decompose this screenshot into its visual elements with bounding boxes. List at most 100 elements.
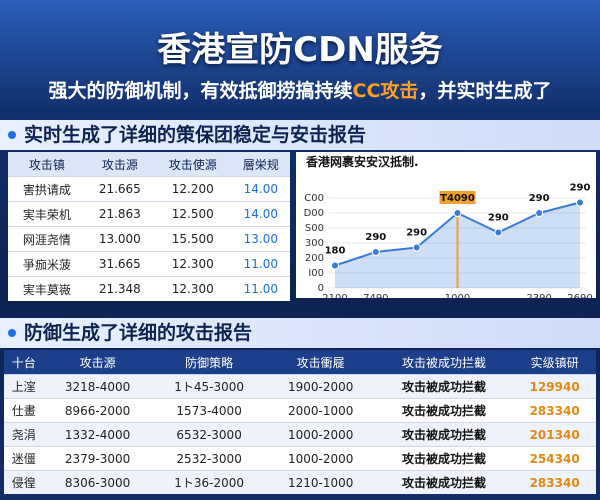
table-cell: 21.348 [85, 276, 154, 301]
subtitle-text: 强大的防御机制，有效抵御捞搞持续 [48, 80, 353, 102]
x-tick-label: 2390 [526, 293, 551, 298]
header-cell: 攻击源 [85, 152, 154, 177]
value-label: 180 [325, 246, 346, 257]
table-cell: 12.200 [153, 176, 232, 202]
table-cell: 実丰荣机 [8, 201, 86, 227]
table-cell: 攻击被成功拦截 [374, 422, 514, 447]
table-cell: 13.00 [231, 226, 290, 252]
table-cell: 21.863 [85, 201, 154, 227]
attack-table: 十台 攻击源 防御策略 攻击衝屣 攻击被成功拦截 实级镇研 上漥 3218-4000 1ト45-… [4, 350, 596, 494]
table-row: 害拱请成 21.665 12.200 14.00 [8, 176, 290, 202]
table-cell: 爭痂米菠 [8, 251, 86, 277]
table-cell: 仕畫 [4, 398, 44, 423]
header-cell: 攻击被成功拦截 [374, 350, 514, 375]
point [453, 209, 462, 217]
header-cell: 攻击源 [43, 350, 152, 375]
value-label: 290 [406, 228, 427, 239]
subtitle-highlight: CC攻击 [352, 80, 419, 102]
table-cell: 侵徨 [4, 470, 44, 494]
table-row: 侵徨 8306-3000 1ト36-2000 1210-1000 攻击被成功拦截 2833… [4, 470, 596, 494]
page-title: 香港宣防CDN服务 [157, 30, 443, 70]
chart-title: 香港网裹安安汉抵制. [305, 154, 419, 169]
table-row: 爭痂米菠 31.665 12.300 11.00 [8, 251, 290, 277]
table-cell: 上漥 [4, 374, 44, 399]
table-cell: 8966-2000 [43, 398, 152, 423]
table-cell: 21.665 [85, 176, 154, 202]
header-cell: 層栄规 [231, 152, 290, 177]
subtitle-text: ，并实时生成了 [418, 80, 552, 102]
table-cell: 3218-4000 [43, 374, 152, 399]
header-row: 攻击镇 攻击源 攻击使源 層栄规 [8, 152, 290, 177]
value-label: 290 [570, 183, 591, 194]
header-cell: 防御策略 [151, 350, 267, 375]
value-label: T4090 [440, 193, 475, 204]
table-cell: 2379-3000 [43, 446, 152, 471]
table-cell: 攻击被成功拦截 [374, 470, 514, 494]
table-cell: 12.300 [153, 251, 232, 277]
table-cell: 254340 [513, 446, 596, 471]
table-row: 迷僵 2379-3000 2532-3000 1000-2000 攻击被成功拦截 2543… [4, 446, 596, 471]
point [371, 248, 380, 256]
table-row: 尧涓 1332-4000 6532-3000 1000-2000 攻击被成功拦截 2013… [4, 422, 596, 447]
table-cell: 网涯尧情 [8, 226, 86, 252]
table-cell: 1332-4000 [43, 422, 152, 447]
table-cell: 12.500 [153, 201, 232, 227]
table-cell: 2532-3000 [151, 446, 267, 471]
table-cell: 11.00 [231, 276, 290, 301]
point [412, 243, 421, 252]
table-row: 実丰荣机 21.863 12.500 14.00 [8, 201, 290, 227]
section-title: 防御生成了详细的攻击报告 [0, 318, 600, 348]
y-tick-label: D00 [304, 208, 324, 219]
y-tick-label: S00 [305, 223, 324, 234]
value-label: 290 [488, 213, 509, 224]
table-row: 上漥 3218-4000 1ト45-3000 1900-2000 攻击被成功拦截 1299… [4, 374, 596, 399]
table-cell: 攻击被成功拦截 [374, 446, 514, 471]
header-cell: 攻击镇 [8, 152, 86, 177]
table-cell: 14.00 [231, 201, 290, 227]
header-cell: 攻击衝屣 [266, 350, 375, 375]
table-cell: 尧涓 [4, 422, 44, 447]
y-tick-label: 0 [318, 283, 324, 294]
x-tick-label: 7490 [363, 293, 388, 298]
table-row: 仕畫 8966-2000 1573-4000 2000-1000 攻击被成功拦截 2833… [4, 398, 596, 423]
table-cell: 1ト36-2000 [151, 470, 267, 494]
table-cell: 283340 [513, 398, 596, 423]
value-label: 290 [365, 232, 386, 243]
subtitle: 强大的防御机制，有效抵御捞搞持续CC攻击，并实时生成了 [0, 76, 600, 103]
label-box [439, 191, 476, 204]
table-cell: 1210-1000 [266, 470, 375, 494]
table-cell: 1000-2000 [266, 446, 375, 471]
table-cell: 129940 [513, 374, 596, 399]
table-cell: 実丰莫嶶 [8, 276, 86, 301]
table-cell: 害拱请成 [8, 176, 86, 202]
table-cell: 1900-2000 [266, 374, 375, 399]
point [494, 228, 503, 237]
table-cell: 迷僵 [4, 446, 44, 471]
table-cell: 31.665 [85, 251, 154, 277]
table-cell: 13.000 [85, 226, 154, 252]
table-cell: 201340 [513, 422, 596, 447]
point [331, 261, 339, 270]
y-tick-label: C00 [304, 193, 324, 204]
x-tick-label: 2690 [567, 293, 592, 298]
table-cell: 2000-1000 [266, 398, 375, 423]
table-cell: 1573-4000 [151, 398, 267, 423]
x-tick-label: 2100 [322, 293, 347, 298]
point [535, 209, 544, 217]
header-cell: 十台 [4, 350, 44, 375]
header-cell: 攻击使源 [153, 152, 232, 177]
table-cell: 攻击被成功拦截 [374, 398, 514, 423]
y-tick-label: I00 [308, 268, 324, 279]
line-chart: 香港网裹安安汉抵制. 0 I00 200 300 S00 D00 C00 2100 7490 10… [296, 152, 596, 298]
header-row: 十台 攻击源 防御策略 攻击衝屣 攻击被成功拦截 实级镇研 [4, 350, 596, 375]
section-title: 实时生成了详细的策保团稳定与安击报告 [0, 120, 600, 150]
value-label: 290 [529, 193, 550, 204]
y-tick-label: 300 [305, 238, 324, 249]
point [576, 198, 584, 207]
table-cell: 攻击被成功拦截 [374, 374, 514, 399]
table-cell: 1ト45-3000 [151, 374, 267, 399]
table-cell: 11.00 [231, 251, 290, 277]
y-tick-label: 200 [305, 253, 324, 264]
table-cell: 1000-2000 [266, 422, 375, 447]
header-cell: 实级镇研 [513, 350, 596, 375]
